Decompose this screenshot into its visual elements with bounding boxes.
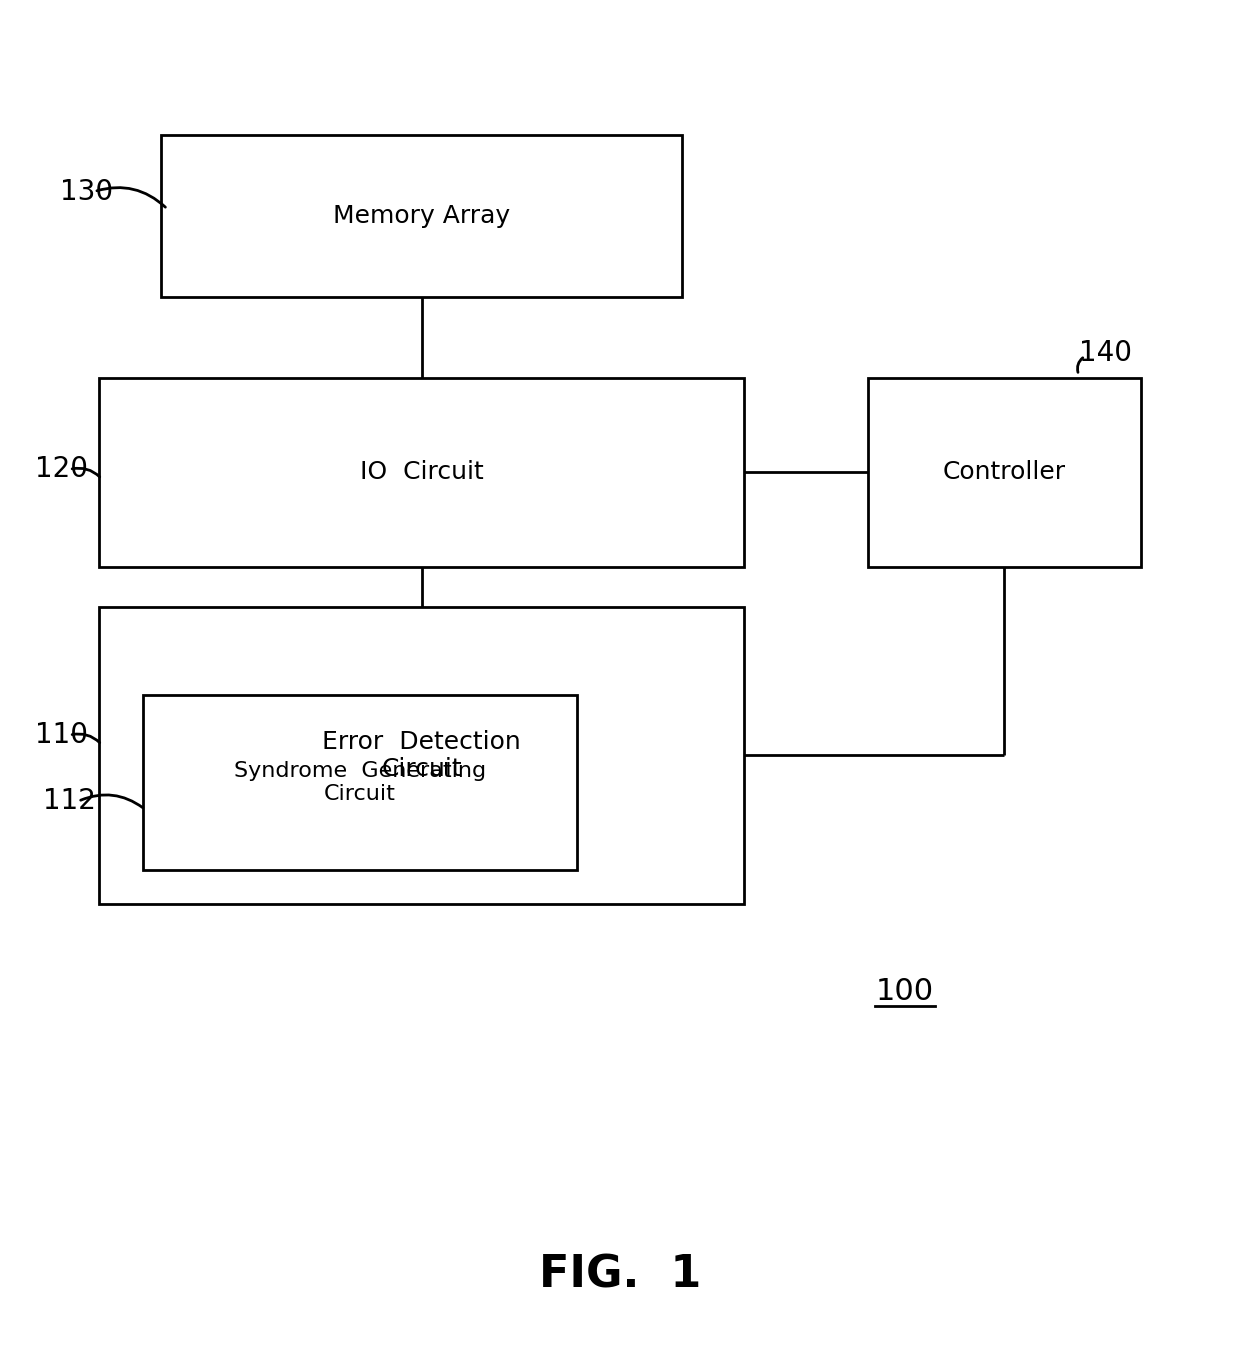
Text: 110: 110 xyxy=(35,722,88,749)
Text: Error  Detection
Circuit: Error Detection Circuit xyxy=(322,730,521,781)
FancyBboxPatch shape xyxy=(161,135,682,297)
Text: 112: 112 xyxy=(43,788,97,815)
Text: 130: 130 xyxy=(60,178,113,205)
Text: Controller: Controller xyxy=(942,460,1066,484)
Text: 100: 100 xyxy=(877,977,934,1006)
Text: Memory Array: Memory Array xyxy=(334,204,510,228)
FancyBboxPatch shape xyxy=(99,378,744,567)
Text: 120: 120 xyxy=(35,456,88,483)
FancyBboxPatch shape xyxy=(868,378,1141,567)
Text: IO  Circuit: IO Circuit xyxy=(360,460,484,484)
Text: 140: 140 xyxy=(1079,340,1132,367)
FancyBboxPatch shape xyxy=(99,607,744,904)
FancyBboxPatch shape xyxy=(143,695,577,870)
Text: FIG.  1: FIG. 1 xyxy=(539,1253,701,1296)
Text: Syndrome  Generating
Circuit: Syndrome Generating Circuit xyxy=(233,761,486,804)
